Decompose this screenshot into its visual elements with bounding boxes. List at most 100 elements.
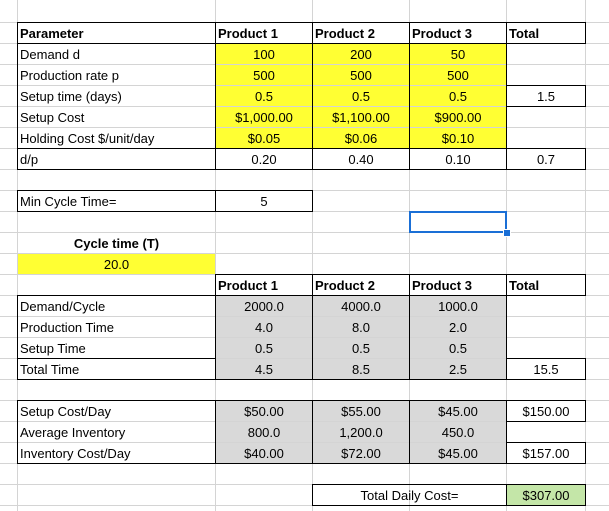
calc-label[interactable]: Production Time bbox=[20, 319, 114, 335]
cell-border bbox=[506, 43, 586, 44]
calc-total[interactable] bbox=[507, 296, 585, 316]
cell-border bbox=[409, 379, 507, 380]
params-value[interactable]: $1,100.00 bbox=[313, 107, 409, 127]
cell-border bbox=[506, 400, 586, 401]
params-value[interactable]: 500 bbox=[410, 65, 506, 85]
calc-label[interactable]: Total Time bbox=[20, 361, 80, 377]
calc-value[interactable]: 2.0 bbox=[410, 317, 506, 337]
selected-cell[interactable] bbox=[409, 211, 507, 233]
cost-value[interactable]: $55.00 bbox=[313, 401, 409, 421]
params-total[interactable] bbox=[507, 128, 585, 148]
params-value[interactable]: $900.00 bbox=[410, 107, 506, 127]
gridline-vertical bbox=[506, 0, 507, 511]
calc-value[interactable]: 0.5 bbox=[216, 338, 312, 358]
calc-value[interactable]: 2.5 bbox=[410, 359, 506, 379]
cost-value[interactable]: $50.00 bbox=[216, 401, 312, 421]
cost-value[interactable]: $40.00 bbox=[216, 443, 312, 463]
cost-value[interactable]: 800.0 bbox=[216, 422, 312, 442]
params-value[interactable]: 0.20 bbox=[251, 151, 277, 167]
cell-border bbox=[506, 274, 586, 275]
calc-value[interactable]: 0.5 bbox=[313, 338, 409, 358]
gridline-horizontal bbox=[0, 232, 609, 233]
params-value[interactable]: 0.40 bbox=[348, 151, 374, 167]
calc-total[interactable] bbox=[507, 317, 585, 337]
cell-border bbox=[17, 43, 506, 44]
params-value[interactable]: 500 bbox=[216, 65, 312, 85]
cycle-time-value[interactable]: 20.0 bbox=[18, 254, 215, 274]
params-value[interactable]: $1,000.00 bbox=[216, 107, 312, 127]
cost-label[interactable]: Average Inventory bbox=[20, 424, 126, 440]
params-value[interactable]: $0.06 bbox=[313, 128, 409, 148]
params-label[interactable]: d/p bbox=[20, 151, 39, 167]
cost-label[interactable]: Inventory Cost/Day bbox=[20, 445, 131, 461]
cell-border bbox=[585, 442, 586, 464]
params-value[interactable]: 0.5 bbox=[410, 86, 506, 106]
min-cycle-label[interactable]: Min Cycle Time= bbox=[20, 193, 117, 209]
calc-value[interactable]: 8.5 bbox=[313, 359, 409, 379]
cell-border bbox=[585, 148, 586, 170]
calc-value[interactable]: 8.0 bbox=[313, 317, 409, 337]
cost-value[interactable]: $72.00 bbox=[313, 443, 409, 463]
calc-label[interactable]: Setup Time bbox=[20, 340, 86, 356]
params-total[interactable]: 1.5 bbox=[536, 88, 556, 104]
calc-header-0[interactable]: Product 1 bbox=[218, 277, 278, 293]
params-label[interactable]: Setup time (days) bbox=[20, 88, 122, 104]
calc-value[interactable]: 4000.0 bbox=[313, 296, 409, 316]
cost-value[interactable]: $45.00 bbox=[410, 443, 506, 463]
params-header-2[interactable]: Product 2 bbox=[315, 25, 375, 41]
total-daily-value[interactable]: $307.00 bbox=[507, 485, 585, 505]
calc-total[interactable]: 15.5 bbox=[533, 361, 559, 377]
calc-label[interactable]: Demand/Cycle bbox=[20, 298, 106, 314]
calc-value[interactable]: 4.5 bbox=[216, 359, 312, 379]
params-label[interactable]: Demand d bbox=[20, 46, 80, 62]
cost-total[interactable] bbox=[507, 422, 585, 442]
fill-handle[interactable] bbox=[503, 229, 511, 237]
params-header-3[interactable]: Product 3 bbox=[412, 25, 472, 41]
params-header-0[interactable]: Parameter bbox=[20, 25, 84, 41]
cell-border bbox=[312, 379, 410, 380]
cost-label[interactable]: Setup Cost/Day bbox=[20, 403, 112, 419]
calc-header-1[interactable]: Product 2 bbox=[315, 277, 375, 293]
cycle-time-label[interactable]: Cycle time (T) bbox=[73, 235, 160, 251]
min-cycle-value[interactable]: 5 bbox=[260, 193, 268, 209]
params-value[interactable]: 500 bbox=[313, 65, 409, 85]
params-value[interactable]: $0.10 bbox=[410, 128, 506, 148]
cost-total[interactable]: $157.00 bbox=[522, 445, 570, 461]
calc-header-3[interactable]: Total bbox=[509, 277, 540, 293]
params-total[interactable] bbox=[507, 44, 585, 64]
params-value[interactable]: 0.5 bbox=[216, 86, 312, 106]
params-label[interactable]: Holding Cost $/unit/day bbox=[20, 130, 155, 146]
params-header-1[interactable]: Product 1 bbox=[218, 25, 278, 41]
cell-border bbox=[409, 169, 507, 170]
params-value[interactable]: 0.5 bbox=[313, 86, 409, 106]
cell-border bbox=[312, 22, 410, 23]
cost-value[interactable]: 450.0 bbox=[410, 422, 506, 442]
params-header-4[interactable]: Total bbox=[509, 25, 540, 41]
params-label[interactable]: Setup Cost bbox=[20, 109, 85, 125]
calc-value[interactable]: 0.5 bbox=[410, 338, 506, 358]
cost-value[interactable]: 1,200.0 bbox=[313, 422, 409, 442]
cost-value[interactable]: $45.00 bbox=[410, 401, 506, 421]
cell-border bbox=[506, 22, 586, 23]
params-total[interactable] bbox=[507, 107, 585, 127]
params-value[interactable]: 200 bbox=[313, 44, 409, 64]
cell-border bbox=[312, 400, 313, 464]
calc-value[interactable]: 1000.0 bbox=[410, 296, 506, 316]
params-value[interactable]: 100 bbox=[216, 44, 312, 64]
params-total[interactable] bbox=[507, 65, 585, 85]
calc-total[interactable] bbox=[507, 338, 585, 358]
cell-border bbox=[17, 463, 216, 464]
calc-value[interactable]: 4.0 bbox=[216, 317, 312, 337]
params-value[interactable]: 50 bbox=[410, 44, 506, 64]
calc-header-2[interactable]: Product 3 bbox=[412, 277, 472, 293]
cost-total[interactable]: $150.00 bbox=[522, 403, 570, 419]
total-daily-label[interactable]: Total Daily Cost= bbox=[360, 487, 459, 503]
params-value[interactable]: 0.10 bbox=[445, 151, 471, 167]
params-value[interactable]: $0.05 bbox=[216, 128, 312, 148]
params-label[interactable]: Production rate p bbox=[20, 67, 120, 83]
gridline-horizontal bbox=[0, 442, 609, 443]
calc-value[interactable]: 2000.0 bbox=[216, 296, 312, 316]
gridline-vertical bbox=[17, 0, 18, 511]
params-total[interactable]: 0.7 bbox=[536, 151, 556, 167]
